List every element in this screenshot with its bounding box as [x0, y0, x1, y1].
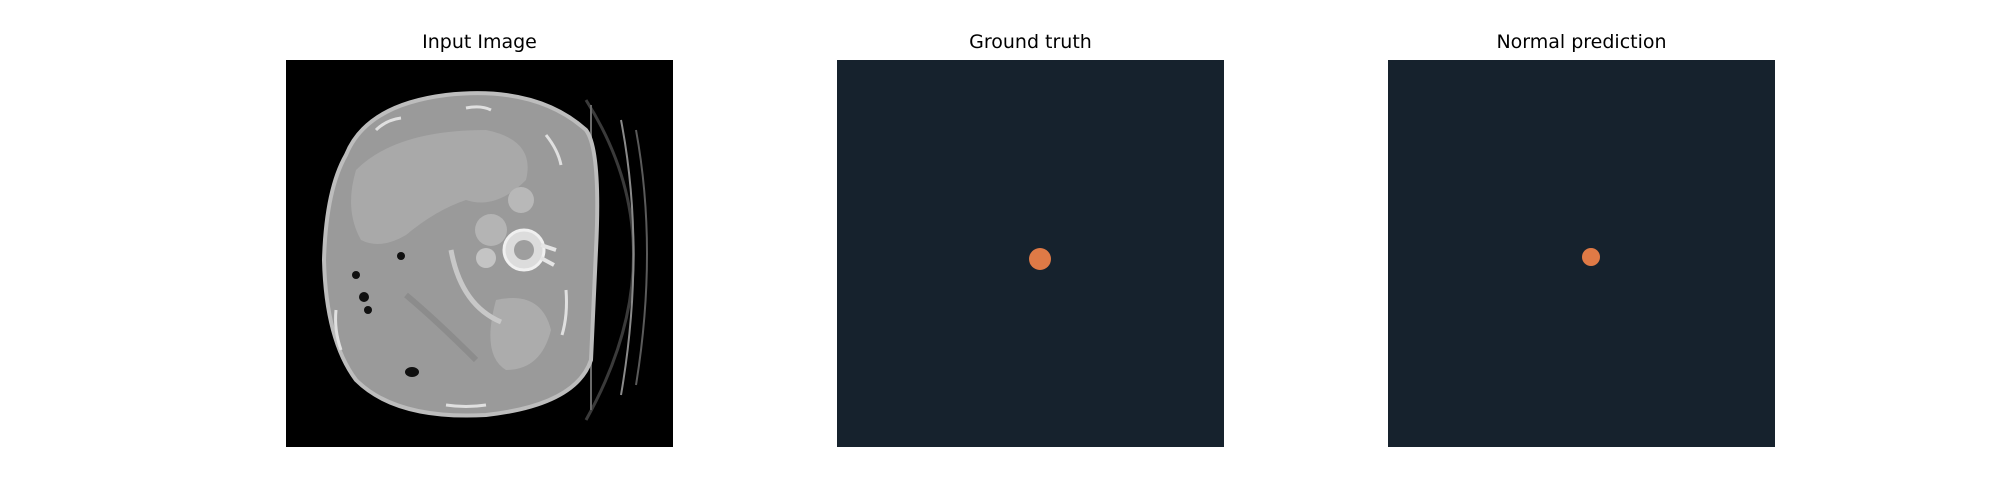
- gas-pocket: [397, 252, 405, 260]
- vessel: [508, 187, 534, 213]
- vessel: [475, 214, 507, 246]
- predicted-lesion: [1582, 248, 1600, 266]
- gas-pocket: [364, 306, 372, 314]
- rib: [544, 134, 563, 166]
- panel-title-input-image: Input Image: [422, 31, 537, 53]
- liver: [351, 130, 528, 244]
- aorta: [476, 248, 496, 268]
- ground-truth-lesion: [1029, 248, 1051, 270]
- gas-pocket: [352, 271, 360, 279]
- spleen: [490, 298, 551, 370]
- vertebra-process: [540, 243, 557, 267]
- scanner-line: [620, 119, 635, 396]
- gas-pocket: [359, 292, 369, 302]
- rib: [445, 403, 487, 408]
- panel-title-ground-truth: Ground truth: [969, 31, 1092, 53]
- kidney-structure: [448, 249, 503, 325]
- rib: [334, 309, 343, 351]
- ground-truth-drawing: [837, 60, 1224, 447]
- rib: [560, 289, 568, 336]
- ct-input-image: [286, 60, 673, 447]
- rib: [465, 105, 492, 112]
- gas-pocket: [405, 367, 419, 377]
- bowel: [404, 292, 479, 363]
- panel-title-normal-prediction: Normal prediction: [1496, 31, 1667, 53]
- rib: [374, 116, 402, 132]
- normal-prediction-drawing: [1388, 60, 1775, 447]
- scanner-line: [635, 129, 648, 386]
- vertebra-canal: [514, 240, 534, 260]
- ground-truth-mask: [837, 60, 1224, 447]
- mask-background: [1388, 60, 1775, 447]
- ct-slice-drawing: [286, 60, 673, 447]
- normal-prediction-mask: [1388, 60, 1775, 447]
